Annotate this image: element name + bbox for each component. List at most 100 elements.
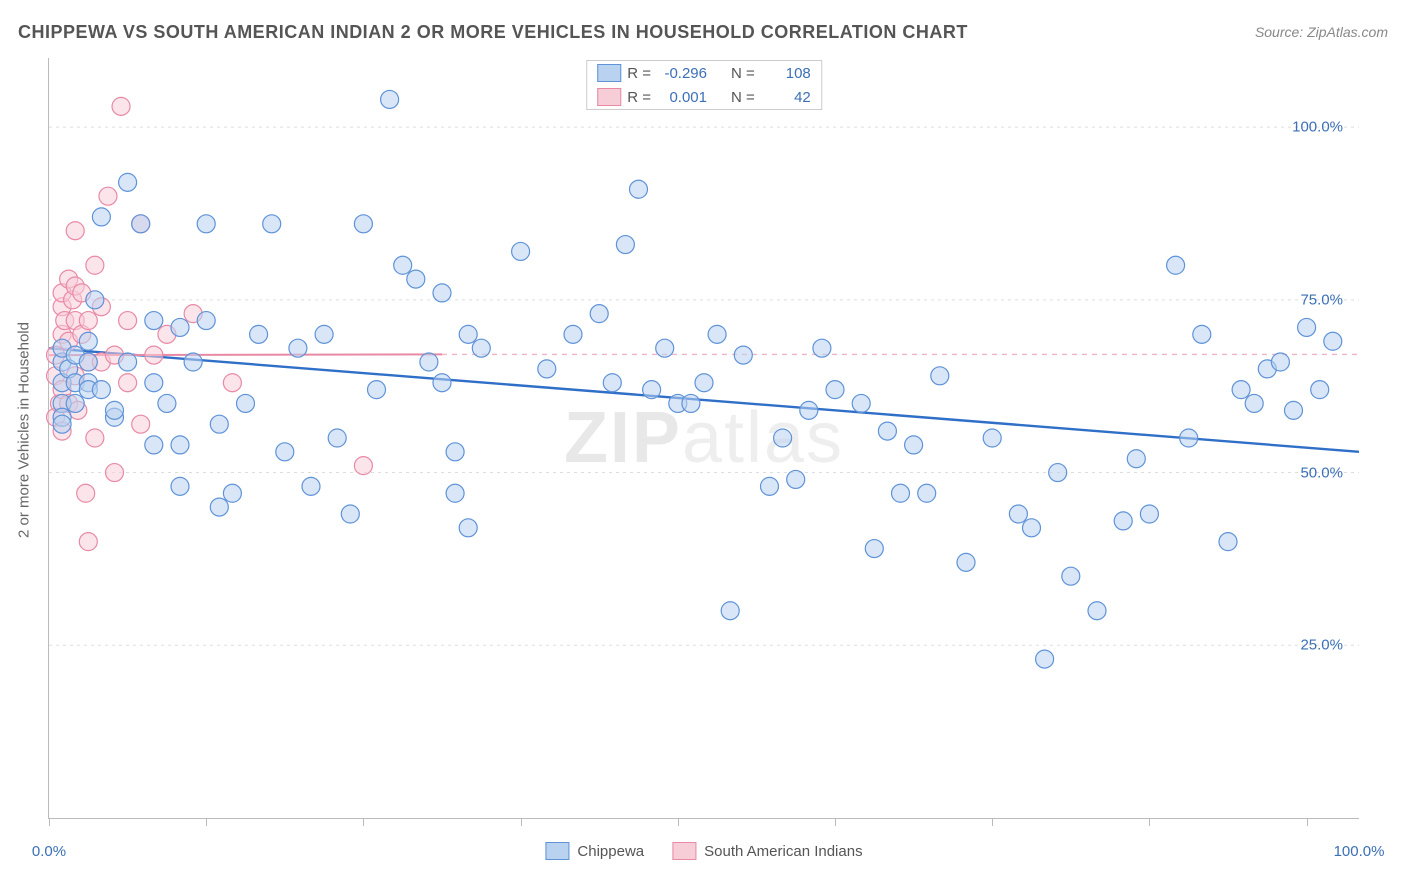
data-point	[237, 394, 255, 412]
data-point	[381, 90, 399, 108]
data-point	[630, 180, 648, 198]
data-point	[472, 339, 490, 357]
data-point	[119, 312, 137, 330]
data-point	[459, 325, 477, 343]
plot-area: ZIPatlas R =-0.296N =108R =0.001N =42 Ch…	[48, 58, 1359, 819]
data-point	[433, 284, 451, 302]
data-point	[86, 429, 104, 447]
data-point	[721, 602, 739, 620]
data-point	[1088, 602, 1106, 620]
data-point	[931, 367, 949, 385]
legend-n-value: 108	[761, 65, 811, 82]
data-point	[92, 208, 110, 226]
data-point	[433, 374, 451, 392]
data-point	[512, 242, 530, 260]
x-tick	[206, 818, 207, 826]
data-point	[1219, 533, 1237, 551]
data-point	[119, 374, 137, 392]
data-point	[656, 339, 674, 357]
chart-svg	[49, 58, 1359, 818]
data-point	[119, 353, 137, 371]
data-point	[983, 429, 1001, 447]
data-point	[1324, 332, 1342, 350]
data-point	[1140, 505, 1158, 523]
data-point	[341, 505, 359, 523]
data-point	[119, 173, 137, 191]
y-tick-label: 75.0%	[1300, 291, 1343, 308]
data-point	[407, 270, 425, 288]
legend-series: Chippewa South American Indians	[545, 842, 862, 860]
data-point	[1009, 505, 1027, 523]
legend-series-label: Chippewa	[577, 843, 644, 860]
data-point	[79, 312, 97, 330]
data-point	[132, 415, 150, 433]
data-point	[1167, 256, 1185, 274]
data-point	[263, 215, 281, 233]
data-point	[171, 477, 189, 495]
data-point	[1062, 567, 1080, 585]
data-point	[66, 222, 84, 240]
data-point	[223, 374, 241, 392]
data-point	[420, 353, 438, 371]
legend-swatch	[597, 88, 621, 106]
x-tick	[1307, 818, 1308, 826]
data-point	[918, 484, 936, 502]
legend-stats-row: R =-0.296N =108	[587, 61, 821, 85]
data-point	[774, 429, 792, 447]
legend-n-label: N =	[731, 65, 755, 82]
legend-stats: R =-0.296N =108R =0.001N =42	[586, 60, 822, 110]
chart-title: CHIPPEWA VS SOUTH AMERICAN INDIAN 2 OR M…	[18, 22, 968, 42]
data-point	[695, 374, 713, 392]
data-point	[132, 215, 150, 233]
data-point	[197, 215, 215, 233]
data-point	[1285, 401, 1303, 419]
legend-swatch	[672, 842, 696, 860]
x-tick	[49, 818, 50, 826]
data-point	[1193, 325, 1211, 343]
data-point	[708, 325, 726, 343]
data-point	[197, 312, 215, 330]
data-point	[761, 477, 779, 495]
data-point	[878, 422, 896, 440]
data-point	[734, 346, 752, 364]
data-point	[77, 484, 95, 502]
data-point	[603, 374, 621, 392]
source-prefix: Source:	[1255, 24, 1307, 40]
source-attribution: Source: ZipAtlas.com	[1255, 24, 1388, 40]
data-point	[564, 325, 582, 343]
data-point	[106, 464, 124, 482]
y-axis-title: 2 or more Vehicles in Household	[16, 322, 33, 538]
data-point	[394, 256, 412, 274]
data-point	[1232, 381, 1250, 399]
data-point	[276, 443, 294, 461]
data-point	[957, 553, 975, 571]
data-point	[446, 484, 464, 502]
x-tick	[992, 818, 993, 826]
data-point	[223, 484, 241, 502]
data-point	[459, 519, 477, 537]
data-point	[106, 401, 124, 419]
data-point	[1114, 512, 1132, 530]
data-point	[86, 256, 104, 274]
data-point	[86, 291, 104, 309]
data-point	[682, 394, 700, 412]
x-tick-label: 0.0%	[32, 843, 66, 860]
data-point	[446, 443, 464, 461]
x-tick	[363, 818, 364, 826]
x-tick	[521, 818, 522, 826]
data-point	[92, 381, 110, 399]
data-point	[1245, 394, 1263, 412]
data-point	[79, 353, 97, 371]
data-point	[368, 381, 386, 399]
legend-swatch	[545, 842, 569, 860]
data-point	[112, 97, 130, 115]
x-tick-label: 100.0%	[1334, 843, 1385, 860]
x-tick	[1149, 818, 1150, 826]
legend-series-item: South American Indians	[672, 842, 862, 860]
data-point	[800, 401, 818, 419]
data-point	[1298, 318, 1316, 336]
data-point	[1049, 464, 1067, 482]
data-point	[328, 429, 346, 447]
data-point	[184, 353, 202, 371]
data-point	[145, 436, 163, 454]
